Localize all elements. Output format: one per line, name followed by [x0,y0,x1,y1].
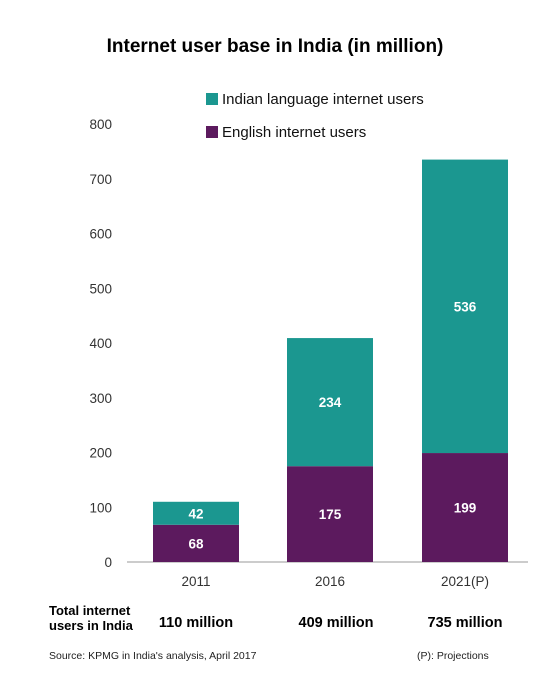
bar-indian-language [287,338,373,467]
bar-value-label: 68 [188,536,204,551]
total-value-2021: 735 million [427,615,503,631]
x-tick-label: 2016 [315,574,345,589]
bar-english [422,453,508,562]
bar-indian-language [153,501,239,525]
y-tick-label: 500 [89,281,112,296]
bar-english [287,466,373,562]
source-note: Source: KPMG in India's analysis, April … [49,650,257,662]
legend-label: English internet users [222,124,366,141]
chart-title: Internet user base in India (in million) [106,36,444,57]
total-value-2011: 110 million [158,615,234,631]
y-tick-label: 400 [89,336,112,351]
bar-value-label: 42 [188,506,203,521]
bar-value-label: 199 [454,501,477,516]
bar-indian-language [422,159,508,454]
legend-swatch [206,93,218,105]
bar-value-label: 536 [454,299,477,314]
bar-value-label: 175 [319,507,342,522]
y-tick-label: 300 [89,391,112,406]
legend-swatch [206,126,218,138]
legend-label: Indian language internet users [222,91,424,108]
totals-label: Total internet users in India [49,603,133,633]
y-tick-label: 200 [89,446,112,461]
y-tick-label: 800 [89,117,112,132]
chart-plot: 0 100 200 300 400 500 600 700 800 68 42 2011 175 234 2… [89,91,528,589]
totals-label-line1: Total internet [49,603,131,618]
projection-note: (P): Projections [417,650,489,662]
y-tick-label: 0 [104,555,112,570]
x-tick-label: 2011 [181,574,210,589]
totals-label-line2: users in India [49,618,133,633]
bar-value-label: 234 [319,395,342,410]
bar-english [153,524,239,562]
y-tick-label: 100 [89,500,112,515]
total-value-2016: 409 million [298,615,374,631]
y-tick-label: 700 [89,172,112,187]
x-tick-label: 2021(P) [441,574,489,589]
y-tick-label: 600 [89,227,112,242]
